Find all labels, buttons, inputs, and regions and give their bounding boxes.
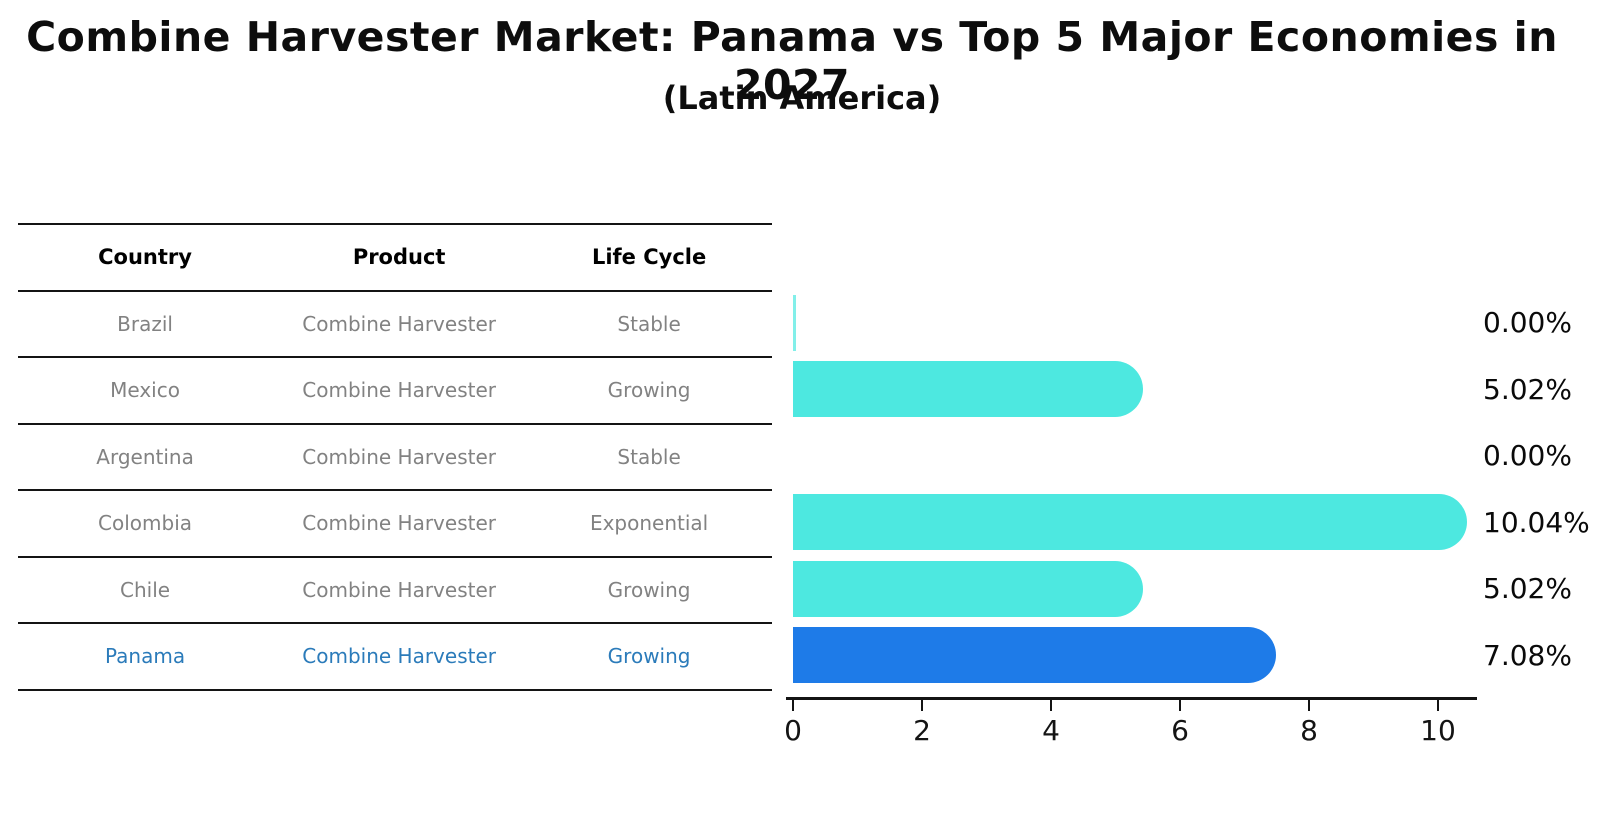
bar-panama (793, 627, 1276, 684)
cell-country: Panama (105, 644, 186, 669)
cell-product: Combine Harvester (302, 378, 496, 403)
x-tick-label: 10 (1420, 714, 1456, 747)
table-header-country: Country (98, 245, 192, 270)
table-row: Brazil Combine Harvester Stable (18, 292, 772, 358)
cell-product: Combine Harvester (302, 511, 496, 536)
value-label: 5.02% (1483, 372, 1572, 406)
cell-product: Combine Harvester (302, 444, 496, 469)
value-label: 5.02% (1483, 572, 1572, 606)
x-tick (1307, 699, 1311, 711)
cell-country: Colombia (98, 511, 193, 536)
cell-product: Combine Harvester (302, 577, 496, 602)
cell-product: Combine Harvester (302, 644, 496, 669)
table-row: Colombia Combine Harvester Exponential (18, 491, 772, 558)
table-row: Chile Combine Harvester Growing (18, 558, 772, 624)
chart-title: Combine Harvester Market: Panama vs Top … (26, 13, 1558, 109)
table-row: Panama Combine Harvester Growing (18, 624, 772, 691)
table-header-product: Product (352, 245, 446, 270)
value-label: 0.00% (1483, 439, 1572, 473)
bar-chile (793, 560, 1143, 617)
bar-mexico (793, 361, 1143, 418)
bar-colombia (793, 494, 1467, 551)
cell-country: Brazil (117, 311, 173, 336)
cell-country: Argentina (96, 444, 194, 469)
cell-life_cycle: Exponential (589, 511, 709, 536)
country-table: Country Product Life Cycle Brazil Combine Ha… (18, 223, 772, 691)
x-tick (1049, 699, 1053, 711)
x-tick (1436, 699, 1440, 711)
x-tick (920, 699, 924, 711)
value-label: 10.04% (1483, 505, 1590, 539)
cell-life_cycle: Growing (607, 644, 691, 669)
cell-country: Mexico (110, 378, 180, 403)
cell-life_cycle: Growing (607, 378, 691, 403)
value-label: 7.08% (1483, 638, 1572, 672)
cell-life_cycle: Stable (617, 311, 681, 336)
x-tick-label: 8 (1300, 714, 1318, 747)
chart-subtitle: (Latin America) (662, 79, 942, 117)
x-tick-label: 6 (1171, 714, 1189, 747)
cell-product: Combine Harvester (302, 311, 496, 336)
cell-life_cycle: Growing (607, 577, 691, 602)
table-header-life_cycle: Life Cycle (591, 245, 707, 270)
x-tick-label: 2 (913, 714, 931, 747)
x-tick-label: 0 (784, 714, 802, 747)
x-tick-label: 4 (1042, 714, 1060, 747)
value-label: 0.00% (1483, 306, 1572, 340)
cell-life_cycle: Stable (617, 444, 681, 469)
x-tick (791, 699, 795, 711)
x-tick (1178, 699, 1182, 711)
table-row: Mexico Combine Harvester Growing (18, 358, 772, 425)
bar-brazil (793, 294, 796, 351)
cell-country: Chile (120, 577, 171, 602)
x-axis-line (786, 697, 1477, 700)
table-row: Argentina Combine Harvester Stable (18, 425, 772, 491)
table-header-row: Country Product Life Cycle (18, 225, 772, 292)
